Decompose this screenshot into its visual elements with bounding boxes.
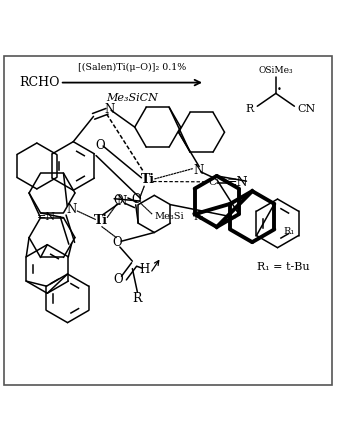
Text: O: O: [112, 236, 122, 249]
Text: CN: CN: [298, 103, 316, 114]
Text: N: N: [105, 103, 115, 116]
Text: =N: =N: [37, 212, 56, 222]
Text: Me₃SiCN: Me₃SiCN: [106, 93, 158, 103]
Text: R: R: [133, 292, 142, 305]
Text: R: R: [246, 103, 254, 114]
Text: Ti: Ti: [141, 173, 155, 186]
Text: O: O: [113, 194, 123, 207]
Text: O: O: [95, 139, 104, 152]
Text: RCHO: RCHO: [19, 76, 60, 89]
Text: O: O: [132, 193, 141, 205]
Text: •: •: [277, 85, 282, 94]
Text: N: N: [116, 195, 127, 208]
Text: R₁ = t-Bu: R₁ = t-Bu: [257, 262, 310, 272]
Text: Me₃Si: Me₃Si: [154, 212, 184, 221]
Text: N: N: [66, 203, 77, 216]
Text: ≡N: ≡N: [226, 176, 248, 189]
Text: H: H: [139, 264, 149, 276]
Text: N: N: [193, 164, 203, 176]
Text: C: C: [209, 178, 217, 187]
Text: OSiMe₃: OSiMe₃: [259, 66, 293, 75]
FancyBboxPatch shape: [4, 56, 332, 385]
Text: O: O: [113, 273, 123, 286]
Text: Ti: Ti: [94, 214, 108, 227]
Text: R₁: R₁: [194, 213, 205, 222]
Text: [(Salen)Ti(μ–O)]₂ 0.1%: [(Salen)Ti(μ–O)]₂ 0.1%: [78, 62, 186, 72]
Text: R₁: R₁: [284, 227, 295, 236]
